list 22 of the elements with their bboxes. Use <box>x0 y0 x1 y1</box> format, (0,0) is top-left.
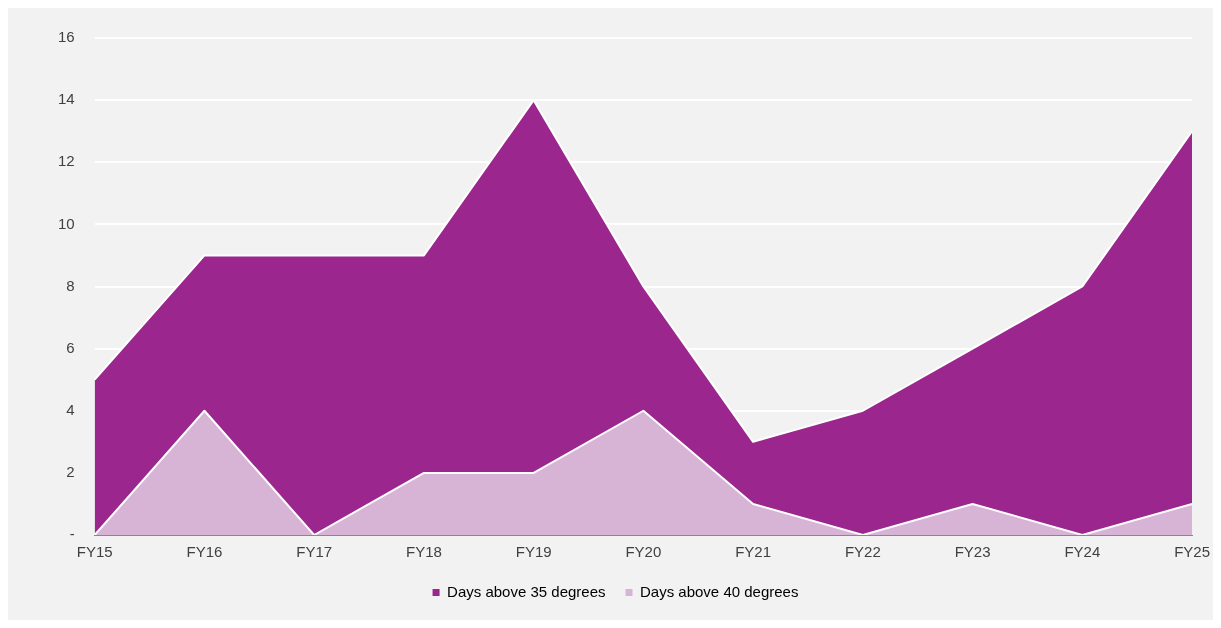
y-tick-label: 6 <box>66 338 75 356</box>
x-tick-label: FY20 <box>625 543 662 561</box>
y-tick-label: 4 <box>66 400 75 418</box>
x-tick-label: FY18 <box>405 543 442 561</box>
x-tick-label: FY22 <box>844 543 881 561</box>
x-tick-label: FY23 <box>954 543 991 561</box>
legend-label: Days above 40 degrees <box>640 582 799 600</box>
y-tick-label: 16 <box>58 28 75 46</box>
y-tick-label: - <box>69 525 75 543</box>
legend-label: Days above 35 degrees <box>447 582 606 600</box>
x-tick-label: FY17 <box>296 543 333 561</box>
x-tick-label: FY19 <box>515 543 552 561</box>
x-tick-label: FY25 <box>1174 543 1210 561</box>
x-tick-label: FY16 <box>186 543 223 561</box>
x-tick-label: FY21 <box>735 543 772 561</box>
y-tick-label: 10 <box>58 214 75 232</box>
x-tick-label: FY24 <box>1064 543 1101 561</box>
x-tick-label: FY15 <box>76 543 113 561</box>
y-tick-label: 12 <box>58 152 75 170</box>
y-tick-label: 2 <box>66 463 75 481</box>
y-tick-label: 14 <box>58 90 75 108</box>
y-tick-label: 8 <box>66 276 75 294</box>
